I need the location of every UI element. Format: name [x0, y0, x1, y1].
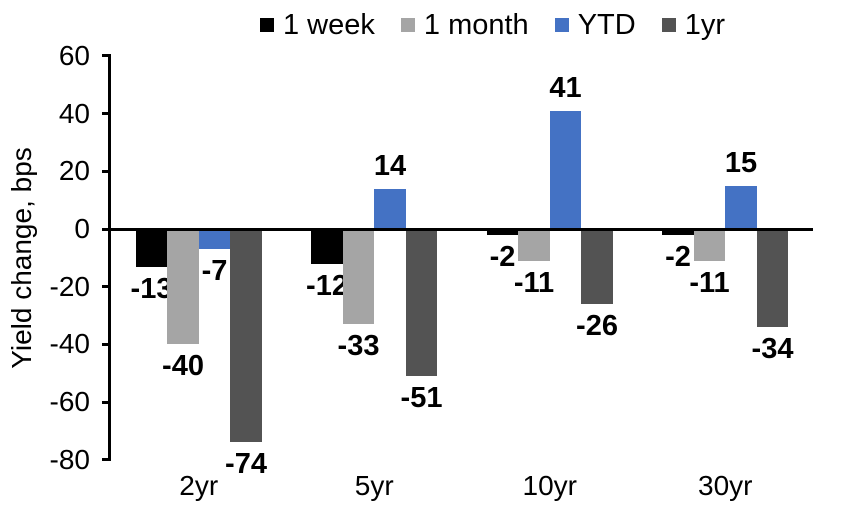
- legend-item-1yr: 1yr: [661, 8, 725, 41]
- y-tick-mark: [102, 227, 111, 231]
- legend-item-ytd: YTD: [554, 8, 636, 41]
- y-tick-label: -20: [49, 270, 90, 302]
- y-tick-label: 60: [58, 39, 90, 71]
- y-tick-mark: [102, 112, 111, 116]
- bar-1yr-30yr: [756, 229, 789, 328]
- value-label-1-week-10yr: -2: [489, 240, 516, 273]
- legend-item-1-week: 1 week: [260, 8, 375, 41]
- y-tick-label: -40: [49, 328, 90, 360]
- value-label-1yr-5yr: -51: [400, 382, 443, 415]
- bar-1-week-2yr: [135, 229, 168, 267]
- value-label-ytd-10yr: 41: [549, 71, 582, 104]
- legend-swatch-1-week-icon: [260, 18, 274, 32]
- y-tick-mark: [102, 400, 111, 404]
- legend-swatch-1-month-icon: [400, 18, 415, 32]
- y-axis-line: [108, 56, 111, 460]
- value-label-1-month-2yr: -40: [162, 350, 204, 383]
- legend-label: 1 week: [283, 8, 375, 41]
- y-tick-mark: [102, 169, 111, 173]
- value-label-1-week-5yr: -12: [306, 269, 348, 302]
- bar-ytd-2yr: [198, 229, 231, 250]
- y-tick-mark: [102, 342, 111, 346]
- bar-1yr-5yr: [405, 229, 438, 377]
- y-tick-label: -60: [49, 386, 90, 418]
- y-tick-label: -80: [49, 443, 90, 475]
- value-label-ytd-2yr: -7: [201, 255, 228, 288]
- legend-swatch-ytd-icon: [554, 18, 569, 32]
- y-tick-label: 40: [58, 97, 90, 129]
- legend-label: 1 month: [423, 8, 529, 41]
- legend: 1 week 1 month YTD 1yr: [260, 6, 725, 44]
- value-label-1-week-2yr: -13: [130, 272, 173, 305]
- y-tick-label: 20: [58, 155, 90, 187]
- legend-label: YTD: [577, 8, 636, 41]
- y-tick-mark: [102, 285, 111, 289]
- bar-1-month-2yr: [167, 229, 199, 345]
- x-tick-label-30yr: 30yr: [698, 470, 753, 501]
- value-label-1-month-10yr: -11: [513, 266, 555, 299]
- x-tick-label-2yr: 2yr: [179, 470, 219, 501]
- bar-1-week-10yr: [486, 229, 519, 235]
- bar-1-week-30yr: [662, 229, 694, 235]
- bar-ytd-30yr: [725, 185, 757, 229]
- y-axis-title: Yield change, bps: [6, 147, 37, 369]
- value-label-ytd-30yr: 15: [724, 146, 758, 179]
- y-tick-mark: [102, 54, 111, 58]
- bar-1-week-5yr: [311, 229, 343, 264]
- value-label-1-month-5yr: -33: [337, 330, 380, 363]
- value-label-1-week-30yr: -2: [665, 240, 691, 273]
- value-label-ytd-5yr: 14: [373, 149, 407, 182]
- value-label-1yr-10yr: -26: [576, 310, 618, 342]
- bar-1yr-2yr: [230, 229, 262, 443]
- y-tick-label: 0: [74, 213, 90, 244]
- bar-ytd-10yr: [549, 110, 582, 229]
- zero-line: [111, 227, 813, 231]
- y-tick-mark: [102, 458, 111, 462]
- legend-item-1-month: 1 month: [400, 8, 529, 41]
- value-label-1yr-30yr: -34: [751, 333, 794, 366]
- x-tick-label-5yr: 5yr: [354, 470, 394, 501]
- bar-1-month-10yr: [518, 229, 550, 261]
- legend-label: 1yr: [684, 8, 725, 41]
- x-tick-label-10yr: 10yr: [522, 470, 577, 501]
- bar-1yr-10yr: [581, 229, 613, 304]
- bar-ytd-5yr: [374, 188, 406, 229]
- bar-1-month-5yr: [342, 229, 375, 325]
- bar-1-month-30yr: [693, 229, 726, 261]
- legend-swatch-1yr-icon: [661, 18, 676, 32]
- value-label-1yr-2yr: -74: [225, 448, 267, 481]
- value-label-1-month-30yr: -11: [689, 266, 730, 299]
